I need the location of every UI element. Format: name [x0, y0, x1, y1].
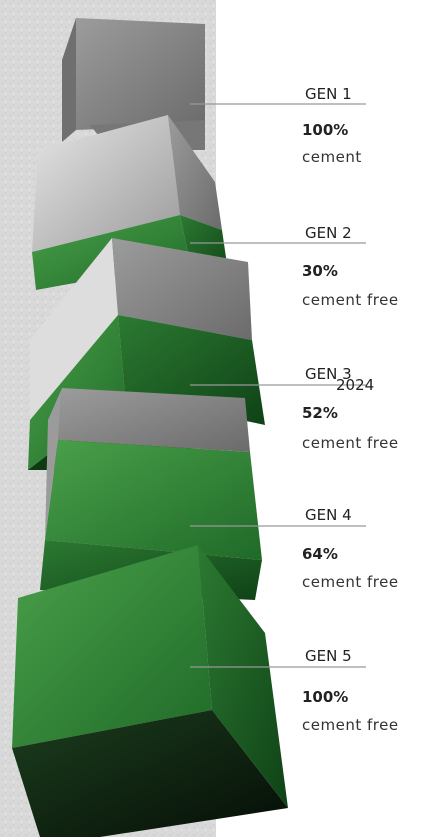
gen-description: cement free — [302, 573, 399, 591]
gen-description: cement free — [302, 716, 399, 734]
infographic: GEN 1 100% cement GEN 2 30% cement free … — [0, 0, 426, 837]
gen-description: cement — [302, 148, 362, 166]
gen-label: GEN 1 — [305, 85, 352, 103]
gen-description: cement free — [302, 434, 399, 452]
gen-note: 2024 — [336, 376, 374, 394]
gen-label: GEN 2 — [305, 224, 352, 242]
gen-percent: 52% — [302, 404, 338, 422]
gen-label: GEN 5 — [305, 647, 352, 665]
gen-label: GEN 4 — [305, 506, 352, 524]
gen-percent: 64% — [302, 545, 338, 563]
gen-percent: 30% — [302, 262, 338, 280]
gen-description: cement free — [302, 291, 399, 309]
gen-percent: 100% — [302, 688, 348, 706]
gen-percent: 100% — [302, 121, 348, 139]
